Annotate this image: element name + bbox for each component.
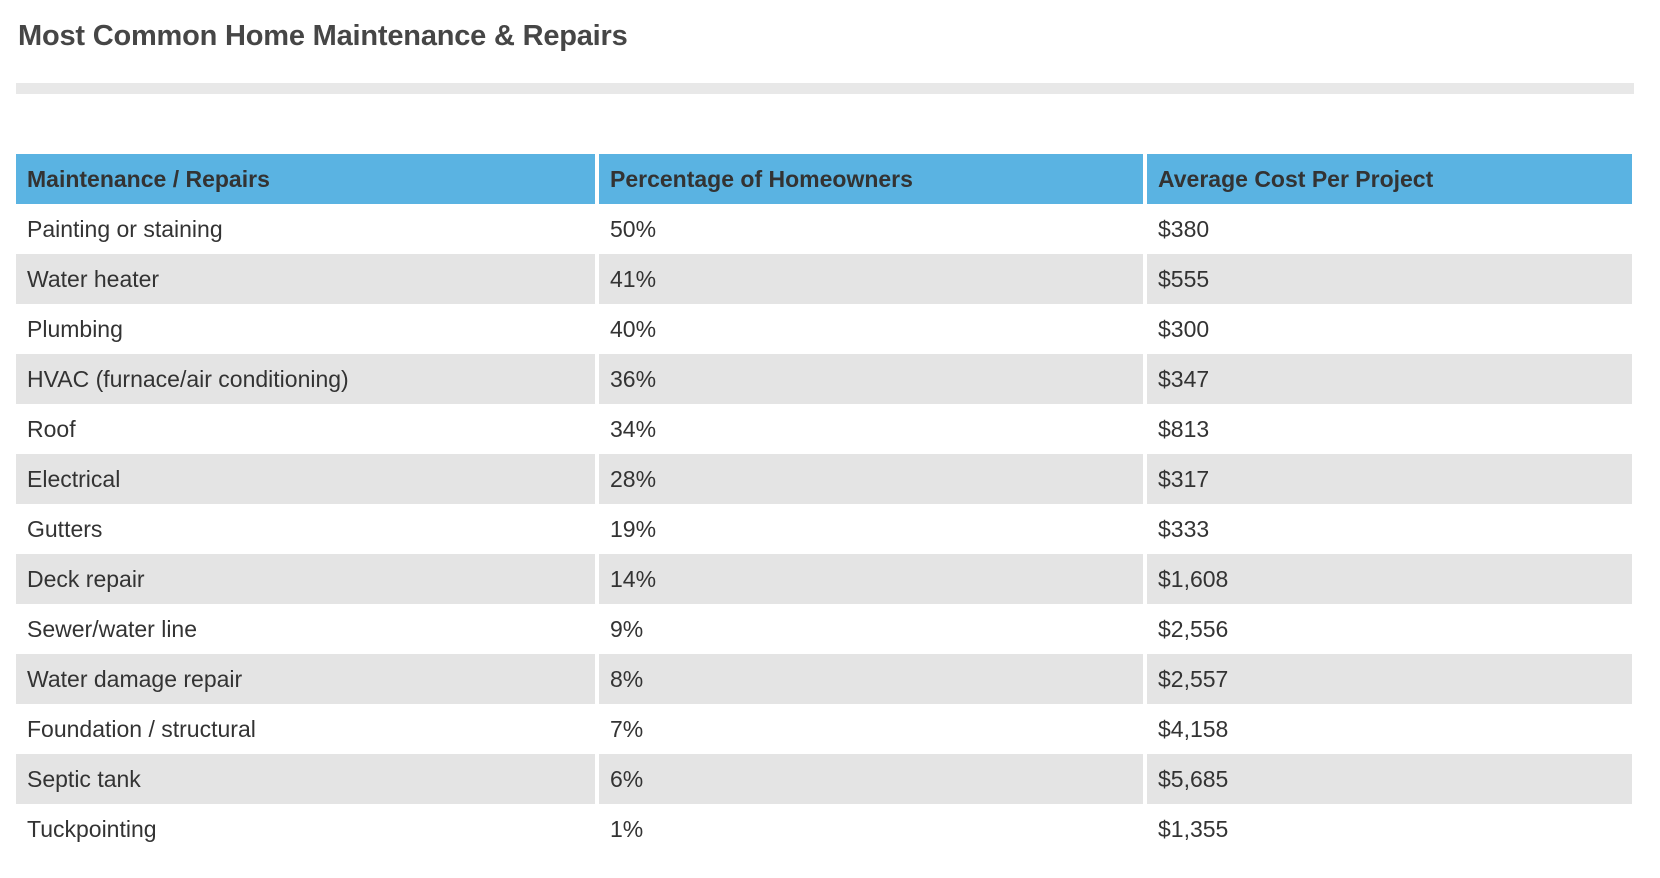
cell-average-cost: $380 [1145,204,1632,254]
table-row: Sewer/water line 9% $2,556 [16,604,1632,654]
cell-maintenance-name: Deck repair [16,554,599,604]
cell-average-cost: $555 [1145,254,1632,304]
cell-maintenance-name: Gutters [16,504,599,554]
cell-percentage: 8% [597,654,1147,704]
cell-maintenance-name: Sewer/water line [16,604,599,654]
cell-average-cost: $1,355 [1145,804,1632,854]
cell-percentage: 40% [597,304,1147,354]
table-row: Foundation / structural 7% $4,158 [16,704,1632,754]
cell-average-cost: $2,556 [1145,604,1632,654]
cell-maintenance-name: Electrical [16,454,599,504]
maintenance-repairs-table: Maintenance / Repairs Percentage of Home… [16,154,1632,854]
cell-maintenance-name: Septic tank [16,754,599,804]
cell-maintenance-name: HVAC (furnace/air conditioning) [16,354,599,404]
table-row: Plumbing 40% $300 [16,304,1632,354]
page-title: Most Common Home Maintenance & Repairs [18,20,628,52]
cell-percentage: 7% [597,704,1147,754]
column-header-average-cost-per-project: Average Cost Per Project [1145,154,1632,204]
table-row: Gutters 19% $333 [16,504,1632,554]
table-row: Septic tank 6% $5,685 [16,754,1632,804]
cell-percentage: 6% [597,754,1147,804]
cell-maintenance-name: Roof [16,404,599,454]
cell-average-cost: $333 [1145,504,1632,554]
cell-maintenance-name: Painting or staining [16,204,599,254]
cell-average-cost: $5,685 [1145,754,1632,804]
table-row: Roof 34% $813 [16,404,1632,454]
cell-average-cost: $300 [1145,304,1632,354]
cell-percentage: 1% [597,804,1147,854]
cell-average-cost: $1,608 [1145,554,1632,604]
cell-percentage: 14% [597,554,1147,604]
table-row: HVAC (furnace/air conditioning) 36% $347 [16,354,1632,404]
cell-maintenance-name: Tuckpointing [16,804,599,854]
column-header-maintenance-repairs: Maintenance / Repairs [16,154,599,204]
cell-average-cost: $347 [1145,354,1632,404]
cell-percentage: 50% [597,204,1147,254]
table-row: Electrical 28% $317 [16,454,1632,504]
table-row: Water damage repair 8% $2,557 [16,654,1632,704]
column-header-percentage-of-homeowners: Percentage of Homeowners [597,154,1147,204]
cell-maintenance-name: Water damage repair [16,654,599,704]
cell-average-cost: $4,158 [1145,704,1632,754]
cell-percentage: 19% [597,504,1147,554]
cell-maintenance-name: Foundation / structural [16,704,599,754]
cell-percentage: 41% [597,254,1147,304]
cell-percentage: 28% [597,454,1147,504]
cell-average-cost: $813 [1145,404,1632,454]
cell-percentage: 34% [597,404,1147,454]
cell-average-cost: $2,557 [1145,654,1632,704]
table-header-row: Maintenance / Repairs Percentage of Home… [16,154,1632,204]
cell-maintenance-name: Plumbing [16,304,599,354]
cell-percentage: 9% [597,604,1147,654]
title-divider [16,83,1634,94]
table-row: Deck repair 14% $1,608 [16,554,1632,604]
table-row: Water heater 41% $555 [16,254,1632,304]
table-body: Painting or staining 50% $380 Water heat… [16,204,1632,854]
cell-average-cost: $317 [1145,454,1632,504]
table-row: Painting or staining 50% $380 [16,204,1632,254]
table-row: Tuckpointing 1% $1,355 [16,804,1632,854]
cell-maintenance-name: Water heater [16,254,599,304]
cell-percentage: 36% [597,354,1147,404]
